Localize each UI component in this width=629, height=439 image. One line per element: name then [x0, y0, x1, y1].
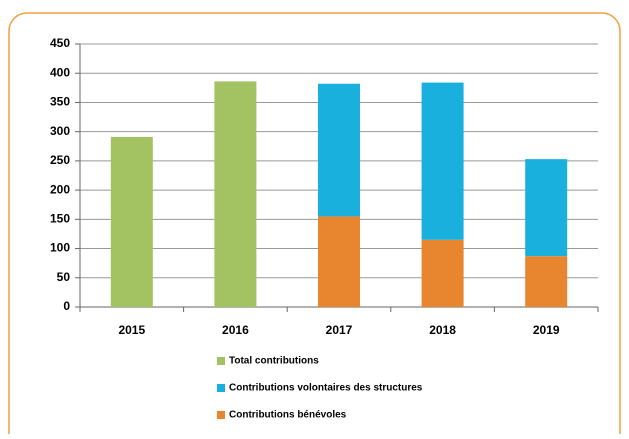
y-tick-label: 100 [50, 241, 70, 255]
legend-label: Total contributions [229, 356, 319, 367]
bar [525, 159, 568, 257]
y-tick-label: 350 [50, 95, 70, 109]
x-tick-label: 2016 [222, 323, 249, 337]
frame [8, 12, 621, 439]
x-tick-label: 2018 [429, 323, 456, 337]
legend-label: Contributions bénévoles [229, 410, 347, 421]
x-tick-label: 2015 [118, 323, 145, 337]
y-tick-label: 150 [50, 212, 70, 226]
bar [214, 81, 257, 307]
x-tick-label: 2017 [326, 323, 353, 337]
bar [318, 216, 360, 307]
y-tick-label: 450 [50, 36, 70, 50]
bar [110, 136, 153, 307]
bar [318, 83, 360, 217]
x-tick-label: 2019 [533, 323, 560, 337]
y-tick-label: 400 [50, 65, 70, 79]
y-tick-label: 300 [50, 124, 70, 138]
legend-swatch [217, 384, 225, 392]
bar [421, 239, 464, 307]
y-tick-label: 200 [50, 182, 70, 196]
legend-swatch [217, 411, 225, 419]
y-tick-label: 0 [63, 299, 70, 313]
legend-label: Contributions volontaires des structures [229, 383, 423, 394]
bar [421, 82, 464, 240]
bar [525, 256, 568, 307]
legend-swatch [217, 357, 225, 365]
y-tick-label: 50 [57, 270, 71, 284]
y-tick-label: 250 [50, 153, 70, 167]
